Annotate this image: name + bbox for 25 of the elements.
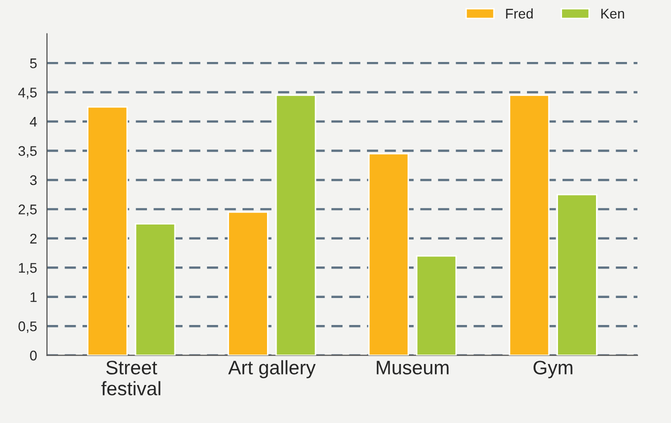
bar — [228, 211, 268, 356]
y-tick-label: 3 — [30, 175, 37, 186]
legend-label: Fred — [506, 8, 533, 19]
x-tick-label: Street festival — [101, 360, 160, 396]
bar — [134, 223, 176, 356]
bar — [368, 152, 409, 356]
y-tick-label: 4 — [30, 116, 37, 127]
x-tick-label: Museum — [376, 360, 449, 374]
bar — [416, 255, 457, 356]
y-tick-label: 1,5 — [19, 263, 37, 274]
y-tick-label: 3,5 — [18, 146, 37, 158]
bar — [508, 94, 550, 356]
bar — [87, 106, 128, 356]
x-tick-label: Gym — [534, 360, 572, 378]
bar — [556, 194, 598, 356]
bar — [275, 94, 316, 356]
y-tick-label: 0 — [30, 350, 37, 360]
x-tick-label: Art gallery — [228, 360, 316, 378]
y-tick-label: 4,5 — [18, 88, 37, 100]
y-tick-label: 2,5 — [18, 204, 37, 216]
y-tick-label: 0,5 — [18, 321, 37, 333]
legend-label: Ken — [601, 8, 624, 19]
y-tick-label: 2 — [30, 234, 37, 244]
y-tick-label: 5 — [30, 58, 37, 68]
y-tick-label: 1 — [30, 292, 37, 302]
